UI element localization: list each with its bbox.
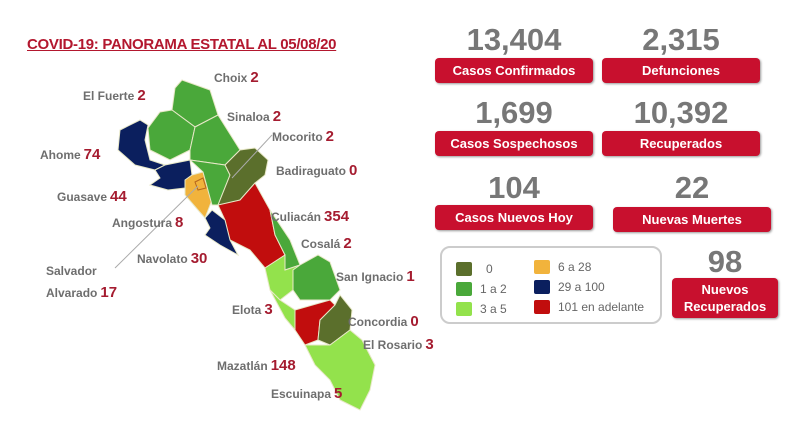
legend-item: 29 a 100 (534, 280, 605, 294)
label-salvador: Salvador (46, 264, 97, 278)
stat-value-nuevos-recuperados: 98 (707, 244, 743, 279)
legend-item: 1 a 2 (456, 282, 507, 296)
region-angostura (184, 171, 213, 219)
legend-swatch (456, 302, 472, 316)
label-san-ignacio: San Ignacio 1 (336, 268, 415, 285)
page-title: COVID-19: PANORAMA ESTATAL AL 05/08/20 (27, 36, 337, 53)
label-guasave: Guasave 44 (57, 188, 127, 205)
label-elota: Elota 3 (232, 301, 273, 318)
label-concordia: Concordia 0 (348, 313, 419, 330)
label-escuinapa: Escuinapa 5 (271, 385, 343, 402)
stat-value-sospechosos: 1,699 (475, 95, 553, 130)
label-ahome: Ahome 74 (40, 146, 101, 163)
stat-label-recuperados: Recuperados (602, 131, 760, 156)
label-alvarado: Alvarado 17 (46, 284, 118, 301)
legend-item: 3 a 5 (456, 302, 507, 316)
label-mocorito: Mocorito 2 (272, 128, 335, 145)
legend-swatch (534, 260, 550, 274)
region-concordia (317, 294, 353, 346)
legend-swatch (456, 262, 472, 276)
legend: 0 1 a 2 3 a 5 6 a 28 29 a 100 101 en ade… (440, 246, 662, 324)
legend-item: 101 en adelante (534, 300, 644, 314)
legend-swatch (534, 280, 550, 294)
stat-label-confirmados: Casos Confirmados (435, 58, 593, 83)
legend-item: 0 (456, 262, 493, 276)
legend-item: 6 a 28 (534, 260, 591, 274)
label-mazatlan: Mazatlán 148 (217, 357, 296, 374)
stat-label-defunciones: Defunciones (602, 58, 760, 83)
stat-value-recuperados: 10,392 (633, 95, 729, 130)
stat-label-nuevas-muertes: Nuevas Muertes (613, 207, 771, 232)
leader-line-salvador-alvarado (114, 185, 199, 269)
label-choix: Choix 2 (214, 69, 259, 86)
label-cosala: Cosalá 2 (301, 235, 352, 252)
stat-value-confirmados: 13,404 (466, 22, 562, 57)
region-rosario-escuinapa (304, 329, 376, 411)
stat-label-nuevos-hoy: Casos Nuevos Hoy (435, 205, 593, 230)
stat-value-nuevas-muertes: 22 (674, 170, 710, 205)
label-el-rosario: El Rosario 3 (363, 336, 434, 353)
region-san-ignacio (292, 254, 341, 301)
label-sinaloa: Sinaloa 2 (227, 108, 282, 125)
leader-line-mocorito (231, 134, 273, 179)
label-badiraguato: Badiraguato 0 (276, 162, 358, 179)
label-angostura: Angostura 8 (112, 214, 184, 231)
legend-swatch (456, 282, 472, 296)
label-el-fuerte: El Fuerte 2 (83, 87, 146, 104)
stat-value-defunciones: 2,315 (642, 22, 720, 57)
stat-value-nuevos-hoy: 104 (488, 170, 540, 205)
stat-label-sospechosos: Casos Sospechosos (435, 131, 593, 156)
label-navolato: Navolato 30 (137, 250, 208, 267)
stat-label-nuevos-recuperados: Nuevos Recuperados (672, 278, 778, 318)
legend-swatch (534, 300, 550, 314)
region-ahome (117, 119, 167, 171)
region-navolato (204, 209, 240, 257)
label-culiacan: Culiacán 354 (271, 208, 350, 225)
